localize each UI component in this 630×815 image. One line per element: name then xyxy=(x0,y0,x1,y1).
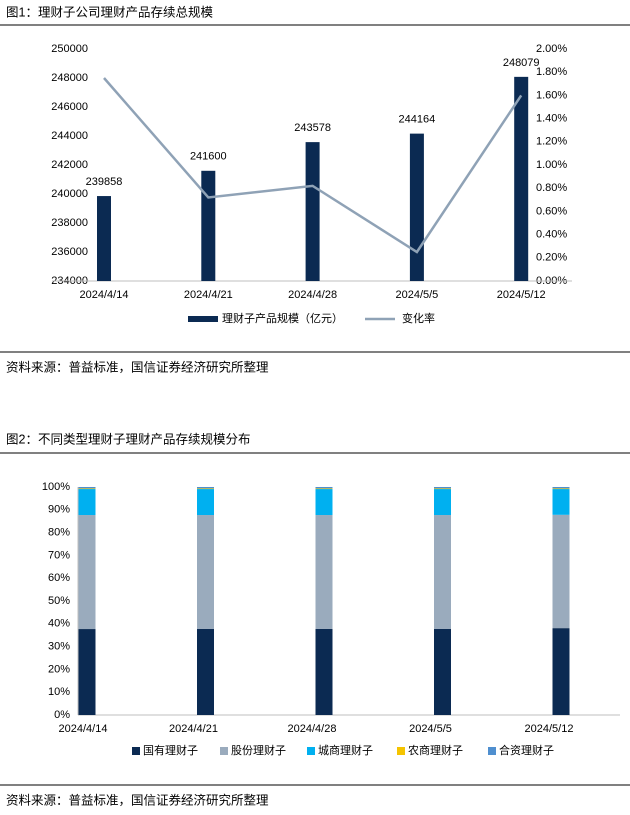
y-tick-label: 20% xyxy=(48,663,70,675)
x-tick-label: 2024/5/12 xyxy=(525,723,574,735)
legend-swatch xyxy=(188,316,218,322)
y2-tick-label: 0.60% xyxy=(536,205,567,217)
y-tick-label: 246000 xyxy=(51,101,88,113)
legend-swatch xyxy=(488,747,496,755)
y-tick-label: 244000 xyxy=(51,130,88,142)
y2-tick-label: 1.80% xyxy=(536,66,567,78)
x-tick-label: 2024/4/14 xyxy=(59,723,108,735)
x-tick-label: 2024/5/12 xyxy=(497,289,546,301)
bar-segment xyxy=(78,488,96,490)
source: 资料来源：普益标准，国信证券经济研究所整理 xyxy=(6,359,269,374)
x-tick-label: 2024/4/28 xyxy=(288,723,337,735)
y-tick-label: 10% xyxy=(48,686,70,698)
y2-tick-label: 1.00% xyxy=(536,159,567,171)
y-tick-label: 40% xyxy=(48,618,70,630)
y-tick-label: 250000 xyxy=(51,43,88,55)
bar-segment xyxy=(552,488,570,490)
y2-tick-label: 0.40% xyxy=(536,229,567,241)
legend-label: 理财子产品规模（亿元） xyxy=(222,311,343,325)
figure-title: 图1：理财子公司理财产品存续总规模 xyxy=(6,4,213,19)
x-tick-label: 2024/4/28 xyxy=(288,289,337,301)
bar-segment xyxy=(315,489,333,516)
legend-label: 合资理财子 xyxy=(499,743,554,757)
legend-label: 城商理财子 xyxy=(318,743,373,757)
bar-segment xyxy=(197,487,214,489)
bar-segment xyxy=(78,629,96,715)
bar-segment xyxy=(315,628,333,715)
source: 资料来源：普益标准，国信证券经济研究所整理 xyxy=(6,792,269,807)
bar-segment xyxy=(434,489,451,516)
legend-label: 农商理财子 xyxy=(408,743,463,757)
bar-segment xyxy=(552,628,570,715)
figure-title: 图2：不同类型理财子理财产品存续规模分布 xyxy=(6,431,250,446)
bar-segment xyxy=(315,487,333,489)
x-tick-label: 2024/4/21 xyxy=(184,289,233,301)
value-label: 248079 xyxy=(503,57,540,69)
y-tick-label: 90% xyxy=(48,504,70,516)
y2-tick-label: 1.20% xyxy=(536,136,567,148)
y-tick-label: 80% xyxy=(48,527,70,539)
y-tick-label: 242000 xyxy=(51,159,88,171)
bar-segment xyxy=(197,515,214,629)
legend-swatch xyxy=(397,747,405,755)
value-label: 243578 xyxy=(294,122,331,134)
x-tick-label: 2024/5/5 xyxy=(409,723,452,735)
bar xyxy=(514,76,529,282)
bar-segment xyxy=(315,488,333,490)
bar-segment xyxy=(434,488,451,490)
value-label: 241600 xyxy=(190,151,227,163)
y2-tick-label: 1.60% xyxy=(536,89,567,101)
y2-tick-label: 0.20% xyxy=(536,252,567,264)
x-tick-label: 2024/4/21 xyxy=(169,723,218,735)
y2-tick-label: 1.40% xyxy=(536,113,567,125)
legend-swatch xyxy=(132,747,140,755)
bar-segment xyxy=(197,488,214,490)
legend-label: 变化率 xyxy=(402,311,435,325)
x-tick-label: 2024/5/5 xyxy=(395,289,438,301)
bar xyxy=(409,133,424,281)
y-tick-label: 70% xyxy=(48,549,70,561)
bar xyxy=(201,170,216,281)
y-tick-label: 236000 xyxy=(51,246,88,258)
y2-tick-label: 0.80% xyxy=(536,182,567,194)
value-label: 244164 xyxy=(399,114,436,126)
y-tick-label: 60% xyxy=(48,572,70,584)
bar xyxy=(305,142,320,281)
bar-segment xyxy=(434,628,451,715)
y-tick-label: 0% xyxy=(54,709,70,721)
bar-segment xyxy=(197,628,214,715)
bar-segment xyxy=(78,489,96,516)
bar-segment xyxy=(552,489,570,515)
bar-segment xyxy=(315,515,333,629)
y-tick-label: 238000 xyxy=(51,217,88,229)
bar-segment xyxy=(434,487,451,489)
y-tick-label: 248000 xyxy=(51,72,88,84)
legend-label: 股份理财子 xyxy=(231,743,286,757)
y2-tick-label: 2.00% xyxy=(536,43,567,55)
x-tick-label: 2024/4/14 xyxy=(80,289,129,301)
line xyxy=(103,77,523,254)
bar-segment xyxy=(197,489,214,516)
bar-segment xyxy=(434,515,451,629)
value-label: 239858 xyxy=(86,176,123,188)
y-tick-label: 100% xyxy=(42,481,70,493)
bar xyxy=(97,196,111,281)
legend-swatch xyxy=(220,747,228,755)
y-tick-label: 50% xyxy=(48,595,70,607)
bar-segment xyxy=(78,515,96,630)
legend-swatch xyxy=(307,747,315,755)
bar-segment xyxy=(78,487,96,489)
y-tick-label: 30% xyxy=(48,641,70,653)
bar-segment xyxy=(552,487,570,489)
y-tick-label: 240000 xyxy=(51,188,88,200)
legend-label: 国有理财子 xyxy=(143,743,198,757)
bar-segment xyxy=(552,514,570,629)
